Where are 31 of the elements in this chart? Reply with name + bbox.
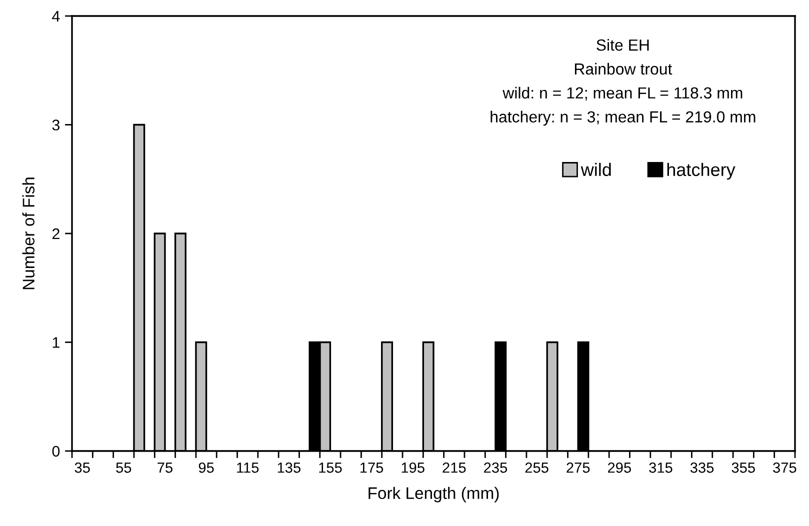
x-tick-label: 215 (442, 462, 466, 473)
x-tick-label: 175 (360, 462, 384, 473)
annotation: wild: n = 12; mean FL = 118.3 mm (502, 86, 742, 100)
x-tick-label: 335 (690, 462, 714, 473)
legend-label: wild (580, 162, 611, 176)
x-tick-label: 355 (732, 462, 755, 473)
x-tick-label: 315 (649, 462, 672, 473)
y-tick-label: 3 (52, 120, 60, 130)
x-tick-label: 295 (608, 462, 631, 473)
x-tick-label: 95 (198, 462, 214, 473)
x-tick-label: 115 (237, 462, 259, 473)
x-tick-label: 75 (158, 462, 172, 473)
x-axis-title: Fork Length (mm) (368, 486, 499, 502)
x-tick-label: 135 (278, 462, 300, 473)
x-tick-label: 275 (566, 462, 590, 473)
y-tick-label: 1 (52, 337, 60, 348)
x-tick-label: 55 (116, 462, 132, 473)
y-axis-title: Number of Fish (22, 178, 35, 290)
y-tick-label: 4 (52, 11, 60, 22)
legend-label: hatchery (667, 162, 736, 180)
annotation: Site EH (596, 39, 649, 51)
x-tick-label: 255 (525, 462, 548, 473)
y-tick-label: 2 (52, 228, 60, 240)
x-tick-label: 195 (402, 462, 424, 473)
x-tick-label: 155 (319, 462, 342, 473)
x-tick-label: 35 (74, 462, 90, 473)
annotation: Rainbow trout (574, 62, 672, 75)
x-tick-label: 235 (484, 462, 508, 473)
x-tick-label: 375 (773, 462, 796, 473)
y-tick-label: 0 (52, 446, 60, 457)
annotation: hatchery: n = 3; mean FL = 219.0 mm (490, 110, 756, 126)
